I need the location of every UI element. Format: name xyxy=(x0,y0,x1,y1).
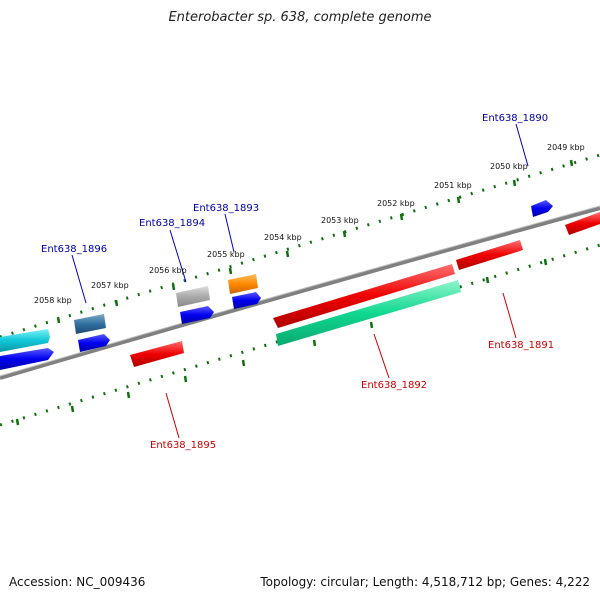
tick-label: 2055 kbp xyxy=(207,250,245,259)
genome-summary-text: Topology: circular; Length: 4,518,712 bp… xyxy=(260,575,590,589)
gene-feature-forward xyxy=(180,306,214,324)
gene-label-forward: Ent638_1894 xyxy=(139,218,205,229)
tick-label: 2053 kbp xyxy=(321,216,359,225)
tick-label: 2057 kbp xyxy=(91,281,129,290)
tick-label: 2050 kbp xyxy=(490,162,528,171)
tick-label: 2054 kbp xyxy=(264,233,302,242)
tick-label: 2049 kbp xyxy=(547,143,585,152)
gene-feature-forward xyxy=(74,314,106,334)
gene-feature-reverse xyxy=(456,240,523,270)
tick-label: 2058 kbp xyxy=(34,296,72,305)
gene-feature-reverse xyxy=(276,280,461,346)
gene-label-reverse: Ent638_1891 xyxy=(488,340,554,351)
gene-label-reverse: Ent638_1892 xyxy=(361,380,427,391)
gene-label-reverse: Ent638_1895 xyxy=(150,440,216,451)
gene-label-forward: Ent638_1896 xyxy=(41,244,107,255)
gene-label-forward: Ent638_1893 xyxy=(193,203,259,214)
outer-major-ticks xyxy=(56,159,574,324)
genome-backbone xyxy=(0,206,600,380)
gene-feature-forward xyxy=(0,348,54,370)
gene-feature-reverse xyxy=(273,264,455,328)
genome-backbone-highlight xyxy=(0,205,600,377)
accession-text: Accession: NC_009436 xyxy=(9,575,146,589)
gene-feature-reverse xyxy=(130,341,184,367)
gene-feature-forward xyxy=(0,329,50,352)
tick-label: 2051 kbp xyxy=(434,181,472,190)
gene-feature-reverse xyxy=(565,212,600,235)
label-leaders-reverse xyxy=(165,292,517,439)
gene-feature-forward xyxy=(78,334,110,352)
gene-feature-forward xyxy=(228,274,258,294)
gene-label-forward: Ent638_1890 xyxy=(482,113,548,124)
tick-label: 2056 kbp xyxy=(149,266,187,275)
gene-feature-forward xyxy=(531,200,553,217)
tick-label: 2052 kbp xyxy=(377,199,415,208)
gene-feature-forward xyxy=(176,286,210,307)
map-title: Enterobacter sp. 638, complete genome xyxy=(168,10,432,25)
gene-feature-forward xyxy=(232,292,261,309)
label-leaders-forward xyxy=(71,123,529,304)
outer-tick-ring xyxy=(0,153,600,339)
